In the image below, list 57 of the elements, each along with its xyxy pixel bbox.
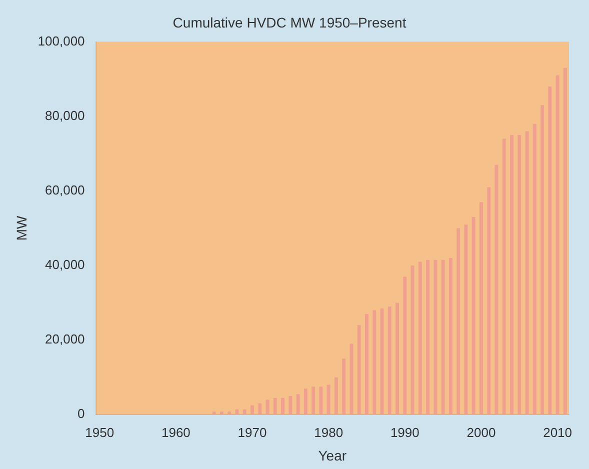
bar xyxy=(448,258,452,415)
y-tick-label: 40,000 xyxy=(45,257,85,272)
bar xyxy=(388,306,392,415)
bar xyxy=(502,138,506,415)
y-axis-title: MW xyxy=(13,214,30,241)
bar xyxy=(548,86,552,415)
y-tick-label: 100,000 xyxy=(38,33,85,48)
x-tick-label: 1950 xyxy=(85,424,114,440)
bar xyxy=(472,217,476,415)
bar xyxy=(563,68,567,415)
x-tick-label: 1990 xyxy=(390,424,420,440)
y-tick-label: 80,000 xyxy=(45,108,85,123)
bar xyxy=(456,228,460,415)
chart-title: Cumulative HVDC MW 1950–Present xyxy=(172,14,406,30)
bar xyxy=(242,409,246,415)
bar xyxy=(396,302,399,415)
x-tick-label: 2000 xyxy=(466,424,496,440)
bar xyxy=(532,124,536,415)
bar xyxy=(434,260,438,415)
bar xyxy=(410,265,414,415)
bar xyxy=(540,105,544,415)
bar xyxy=(319,386,323,415)
y-tick-label: 20,000 xyxy=(45,332,85,347)
bar xyxy=(357,325,361,415)
bar xyxy=(326,384,330,415)
bar xyxy=(464,224,468,415)
bar xyxy=(372,310,376,415)
bar xyxy=(518,135,522,415)
bar xyxy=(304,388,308,415)
bar xyxy=(556,75,560,415)
bar xyxy=(258,403,262,415)
bar xyxy=(426,260,430,415)
x-tick-label: 1970 xyxy=(238,424,267,440)
bar xyxy=(365,314,368,415)
bar xyxy=(342,358,346,415)
x-tick-label: 1960 xyxy=(161,424,190,440)
bar xyxy=(212,412,216,415)
x-tick-label: 1980 xyxy=(314,424,344,440)
bar xyxy=(281,398,285,415)
bar xyxy=(296,394,300,415)
bar xyxy=(288,396,292,415)
bar xyxy=(403,276,407,415)
bar xyxy=(487,187,491,415)
bar xyxy=(480,202,483,415)
y-tick-label: 60,000 xyxy=(45,182,85,198)
bar xyxy=(273,398,277,415)
bar xyxy=(250,405,254,415)
bar xyxy=(312,386,316,415)
bar xyxy=(441,260,445,415)
bar xyxy=(334,377,338,415)
bar xyxy=(228,412,232,415)
x-tick-label: 2010 xyxy=(543,424,572,440)
bar xyxy=(220,412,224,415)
bar xyxy=(418,262,422,415)
x-axis-title: Year xyxy=(318,447,347,464)
y-tick-label: 0 xyxy=(78,406,85,422)
bar xyxy=(510,135,514,415)
